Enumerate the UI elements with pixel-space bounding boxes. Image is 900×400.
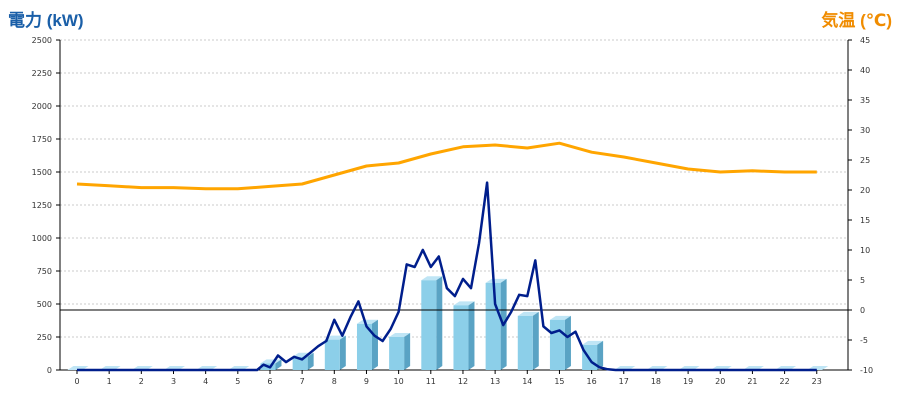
bar-side [339, 335, 346, 370]
right-tick-label: -5 [860, 336, 868, 345]
x-tick-label: 22 [779, 377, 789, 386]
bar [389, 337, 405, 370]
bar-side [307, 352, 314, 370]
bar-top [356, 319, 378, 324]
bar [485, 282, 501, 370]
right-tick-label: 45 [860, 36, 870, 45]
x-tick-label: 21 [747, 377, 757, 386]
x-tick-label: 16 [587, 377, 597, 386]
right-tick-label: 5 [860, 276, 865, 285]
x-tick-label: 6 [267, 377, 272, 386]
right-tick-label: 15 [860, 216, 870, 225]
right-tick-label: -10 [860, 366, 873, 375]
bar-side [436, 276, 443, 370]
left-axis-title: 電力 (kW) [8, 11, 84, 30]
bar-top [517, 311, 539, 316]
bar-side [597, 340, 604, 370]
bar [517, 315, 533, 370]
left-tick-label: 2500 [32, 36, 52, 45]
bar-top [324, 335, 346, 340]
x-tick-label: 7 [300, 377, 305, 386]
bar-side [371, 319, 378, 370]
x-tick-label: 14 [522, 377, 532, 386]
left-tick-label: 500 [37, 300, 52, 309]
x-tick-label: 4 [203, 377, 208, 386]
x-tick-label: 3 [171, 377, 176, 386]
bar-side [404, 333, 411, 370]
bar-top [582, 340, 604, 345]
left-tick-label: 0 [47, 366, 52, 375]
left-tick-label: 750 [37, 267, 52, 276]
bar [292, 356, 308, 370]
x-tick-label: 11 [426, 377, 436, 386]
bar-top [260, 359, 282, 364]
right-axis-title: 気温 (℃) [821, 11, 892, 30]
temperature-line [76, 141, 817, 191]
right-tick-label: 10 [860, 246, 870, 255]
x-tick-label: 15 [554, 377, 564, 386]
left-tick-label: 2250 [32, 69, 52, 78]
bar-side [532, 311, 539, 370]
x-tick-label: 5 [235, 377, 240, 386]
left-tick-label: 1000 [32, 234, 52, 243]
left-tick-label: 2000 [32, 102, 52, 111]
left-tick-label: 1250 [32, 201, 52, 210]
bar-top [421, 276, 443, 281]
bar [324, 339, 340, 370]
x-tick-label: 13 [490, 377, 500, 386]
bar-top [549, 315, 571, 320]
x-tick-label: 23 [812, 377, 822, 386]
bar-top [453, 301, 475, 306]
x-tick-label: 17 [619, 377, 629, 386]
right-tick-label: 25 [860, 156, 870, 165]
right-tick-label: 35 [860, 96, 870, 105]
x-tick-label: 9 [364, 377, 369, 386]
left-tick-label: 250 [37, 333, 52, 342]
x-tick-label: 8 [332, 377, 337, 386]
x-tick-label: 20 [715, 377, 725, 386]
x-tick-label: 12 [458, 377, 468, 386]
x-tick-label: 1 [107, 377, 112, 386]
bar [356, 323, 372, 370]
x-tick-label: 0 [74, 377, 79, 386]
bar [549, 319, 565, 370]
bar-top [389, 333, 411, 337]
x-tick-label: 2 [139, 377, 144, 386]
x-tick-label: 10 [394, 377, 404, 386]
bar-side [564, 315, 571, 370]
right-tick-label: 40 [860, 66, 870, 75]
bar [421, 280, 437, 370]
bar [453, 305, 469, 370]
x-tick-label: 19 [683, 377, 693, 386]
right-tick-label: 30 [860, 126, 870, 135]
left-tick-label: 1750 [32, 135, 52, 144]
bar-side [275, 359, 282, 370]
x-tick-label: 18 [651, 377, 661, 386]
right-tick-label: 20 [860, 186, 870, 195]
left-tick-label: 1500 [32, 168, 52, 177]
bar-side [468, 301, 475, 370]
power-line [77, 181, 817, 372]
right-tick-label: 0 [860, 306, 865, 315]
bar-top [485, 278, 507, 283]
